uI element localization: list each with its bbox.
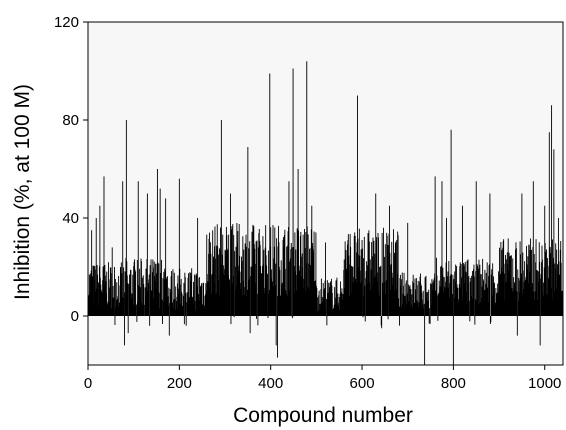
x-tick-label: 600 — [350, 375, 375, 392]
y-tick-label: 80 — [62, 112, 79, 129]
y-tick-label: 0 — [71, 308, 79, 325]
ticks-layer: 0 40 80 120 0 200 400 600 800 1000 — [54, 14, 561, 392]
x-tick-label: 200 — [167, 375, 192, 392]
y-tick-label: 40 — [62, 210, 79, 227]
x-tick-label: 0 — [84, 375, 92, 392]
bars-layer — [88, 61, 564, 365]
x-tick-label: 800 — [441, 375, 466, 392]
x-tick-label: 1000 — [528, 375, 561, 392]
x-tick-label: 400 — [258, 375, 283, 392]
x-axis-title: Compound number — [233, 404, 413, 427]
y-tick-label: 120 — [54, 14, 79, 31]
plot-frame — [87, 21, 564, 366]
y-axis-title: Inhibition (%, at 100 M) — [11, 84, 34, 300]
